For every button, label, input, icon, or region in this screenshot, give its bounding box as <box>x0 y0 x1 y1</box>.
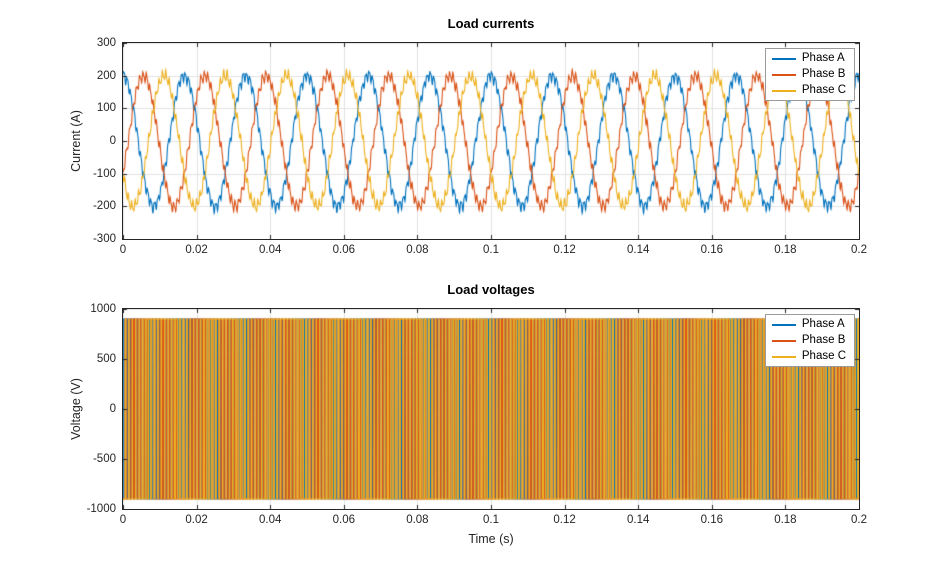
legend-line-sample <box>771 73 796 76</box>
x-tick-label: 0.12 <box>553 514 576 526</box>
x-tick-label: 0.18 <box>774 514 797 526</box>
y-tick-label: 300 <box>96 37 116 49</box>
y-tick-label: -300 <box>92 233 116 245</box>
current-axis-label: Current (A) <box>69 110 83 172</box>
y-tick-label: 1000 <box>90 303 116 315</box>
y-tick-label: -200 <box>92 200 116 213</box>
y-tick-label: 200 <box>96 69 116 82</box>
legend-item: Phase C <box>771 350 846 363</box>
legend: Phase A Phase B Phase C <box>764 314 855 367</box>
legend-item: Phase A <box>771 318 846 331</box>
x-tick-label: 0 <box>119 514 127 526</box>
legend: Phase A Phase B Phase C <box>764 48 855 101</box>
x-tick-label: 0.18 <box>774 244 797 256</box>
y-tick-label: -1000 <box>86 503 116 515</box>
x-tick-label: 0.16 <box>700 514 723 526</box>
x-tick-label: 0.02 <box>185 244 208 256</box>
load-currents-title: Load currents <box>447 16 535 31</box>
y-tick-label: -500 <box>92 453 116 465</box>
legend-line-sample <box>771 355 796 358</box>
x-tick-label: 0.12 <box>553 244 576 256</box>
load-currents-plot-canvas <box>123 43 859 239</box>
y-tick-label: -100 <box>92 167 116 180</box>
legend-label: Phase B <box>801 334 846 346</box>
legend-label: Phase A <box>801 52 845 64</box>
x-tick-label: 0.14 <box>626 514 650 526</box>
x-tick-label: 0.16 <box>700 244 723 256</box>
x-tick-label: 0.04 <box>258 514 282 526</box>
x-tick-label: 0.1 <box>483 514 499 526</box>
y-tick-label: 100 <box>96 102 116 115</box>
y-tick-label: 500 <box>96 353 116 365</box>
x-tick-label: 0.1 <box>483 244 499 256</box>
legend-label: Phase C <box>801 84 846 96</box>
time-axis-label: Time (s) <box>468 532 514 546</box>
load-voltages-title: Load voltages <box>447 282 535 297</box>
y-tick-label: 0 <box>109 135 116 147</box>
x-tick-label: 0 <box>119 244 127 256</box>
legend-item: Phase B <box>771 68 846 81</box>
x-tick-label: 0.14 <box>626 244 650 256</box>
x-tick-label: 0.08 <box>406 244 429 256</box>
x-tick-label: 0.02 <box>185 514 208 526</box>
x-tick-label: 0.2 <box>851 514 867 526</box>
load-voltages-axes: Load voltages Voltage (V) Time (s) Phase… <box>69 282 867 546</box>
x-tick-label: 0.08 <box>406 514 429 526</box>
x-tick-label: 0.2 <box>851 244 867 256</box>
legend-item: Phase C <box>771 84 846 97</box>
x-tick-label: 0.04 <box>258 244 282 256</box>
legend-item: Phase B <box>771 334 846 347</box>
y-tick-label: 0 <box>109 403 116 415</box>
voltage-axis-label: Voltage (V) <box>69 378 83 440</box>
load-voltages-plot-canvas <box>123 309 859 509</box>
load-currents-axes: Load currents Current (A) Phase A Phase B… <box>69 16 867 256</box>
legend-item: Phase A <box>771 52 846 65</box>
legend-line-sample <box>771 57 796 60</box>
legend-line-sample <box>771 339 796 342</box>
x-tick-label: 0.06 <box>332 514 355 526</box>
legend-line-sample <box>771 323 796 326</box>
legend-line-sample <box>771 89 796 92</box>
legend-label: Phase A <box>801 318 845 330</box>
legend-label: Phase B <box>801 68 846 80</box>
x-tick-label: 0.06 <box>332 244 355 256</box>
legend-label: Phase C <box>801 350 846 362</box>
